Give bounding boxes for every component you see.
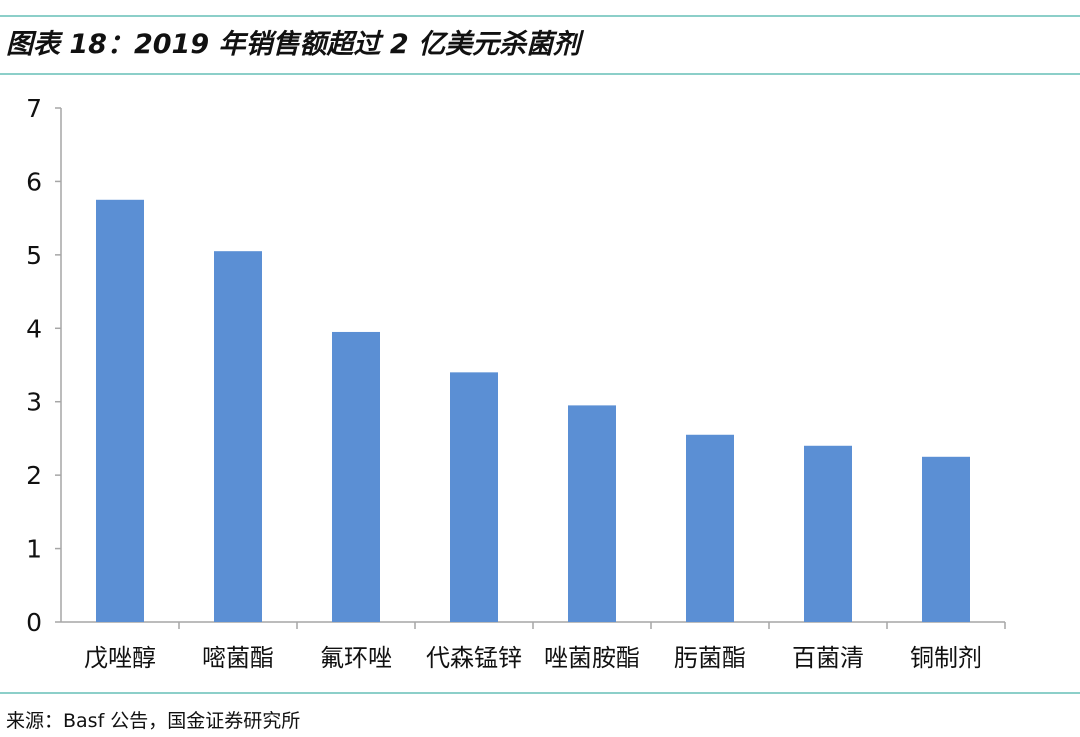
- chart-title: 图表 18：2019 年销售额超过 2 亿美元杀菌剂: [6, 29, 581, 60]
- source-rule: [0, 692, 1080, 694]
- bar: [922, 456, 970, 622]
- bar-chart: 0 1 2 3 4 5 6 7 戊唑醇 嘧菌酯 氟环唑 代森锰锌 唑菌胺酯 肟菌酯 百菌清 铜制剂: [26, 94, 1006, 672]
- y-tick-label: 6: [26, 167, 42, 196]
- title-rule: [0, 73, 1080, 75]
- y-tick-label: 2: [26, 461, 42, 490]
- bar: [804, 445, 852, 622]
- x-tick-label: 百菌清: [792, 644, 864, 672]
- y-tick-label: 7: [26, 94, 42, 123]
- x-tick-label: 代森锰锌: [426, 644, 522, 672]
- y-tick-label: 0: [26, 608, 42, 637]
- x-tick-label: 肟菌酯: [674, 644, 746, 672]
- x-tick-label: 氟环唑: [320, 644, 392, 672]
- bar: [686, 434, 734, 622]
- x-tick-label: 嘧菌酯: [202, 644, 274, 672]
- x-tick-label: 戊唑醇: [84, 644, 156, 672]
- x-tick-label: 唑菌胺酯: [544, 644, 640, 672]
- y-tick-label: 3: [26, 388, 42, 417]
- top-rule: [0, 15, 1080, 17]
- bar: [332, 331, 380, 622]
- bar: [214, 251, 262, 622]
- bar: [96, 199, 144, 622]
- bar: [450, 372, 498, 622]
- y-tick-label: 5: [26, 241, 42, 270]
- bar: [568, 405, 616, 622]
- y-tick-label: 1: [26, 535, 42, 564]
- y-tick-label: 4: [26, 314, 42, 343]
- source-note: 来源：Basf 公告，国金证券研究所: [6, 710, 301, 732]
- x-tick-label: 铜制剂: [910, 644, 982, 672]
